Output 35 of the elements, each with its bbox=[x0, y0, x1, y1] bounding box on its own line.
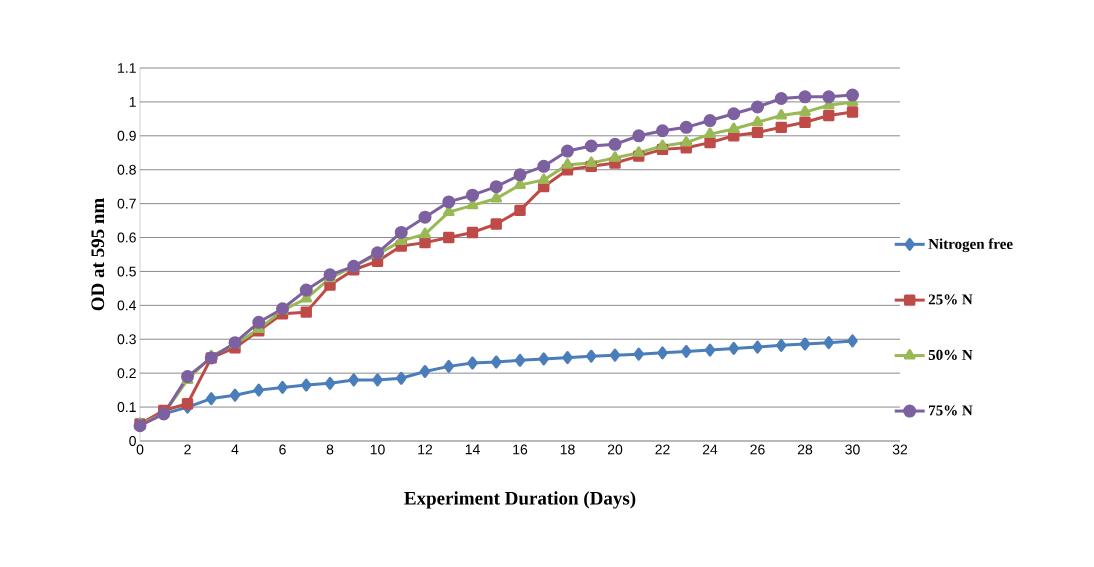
y-tick-label: 0.6 bbox=[117, 232, 136, 243]
x-tick-label: 14 bbox=[465, 444, 480, 455]
x-tick-label: 10 bbox=[370, 444, 385, 455]
y-tick-label: 0.3 bbox=[117, 334, 136, 345]
y-tick-label: 1.1 bbox=[118, 63, 136, 73]
x-tick-label: 20 bbox=[607, 444, 623, 455]
x-tick-label: 26 bbox=[750, 444, 765, 455]
y-tick-label: 0.2 bbox=[117, 368, 136, 379]
x-tick-label: 4 bbox=[231, 444, 239, 455]
y-tick-label: 0.9 bbox=[117, 130, 136, 141]
x-tick-label: 16 bbox=[513, 444, 528, 455]
x-tick-label: 24 bbox=[702, 444, 718, 455]
legend-label: 75% N bbox=[929, 405, 973, 416]
y-tick-label: 0.7 bbox=[117, 198, 136, 209]
x-tick-label: 2 bbox=[184, 444, 191, 455]
y-tick-label: 0.4 bbox=[117, 300, 137, 311]
legend-label: Nitrogen free bbox=[928, 238, 1013, 253]
y-tick-label: 0.5 bbox=[117, 266, 136, 277]
x-tick-label: 6 bbox=[279, 444, 286, 455]
x-tick-label: 12 bbox=[418, 444, 433, 455]
x-tick-label: 28 bbox=[797, 444, 813, 455]
legend-label: 25% N bbox=[928, 294, 973, 305]
x-tick-label: 30 bbox=[845, 444, 860, 455]
x-tick-label: 22 bbox=[655, 444, 670, 455]
y-tick-label: 1 bbox=[129, 97, 136, 107]
legend-label: 50% N bbox=[928, 349, 973, 361]
x-tick-label: 0 bbox=[136, 444, 144, 455]
y-tick-label: 0.8 bbox=[117, 164, 136, 175]
y-axis-title: OD at 595 nm bbox=[91, 198, 105, 311]
x-tick-label: 8 bbox=[326, 444, 334, 455]
x-axis-title: Experiment Duration (Days) bbox=[404, 491, 636, 509]
x-tick-label: 18 bbox=[560, 444, 575, 455]
x-tick-label: 32 bbox=[892, 444, 908, 455]
y-tick-label: 0.1 bbox=[117, 402, 136, 413]
y-tick-label: 0 bbox=[129, 436, 136, 446]
